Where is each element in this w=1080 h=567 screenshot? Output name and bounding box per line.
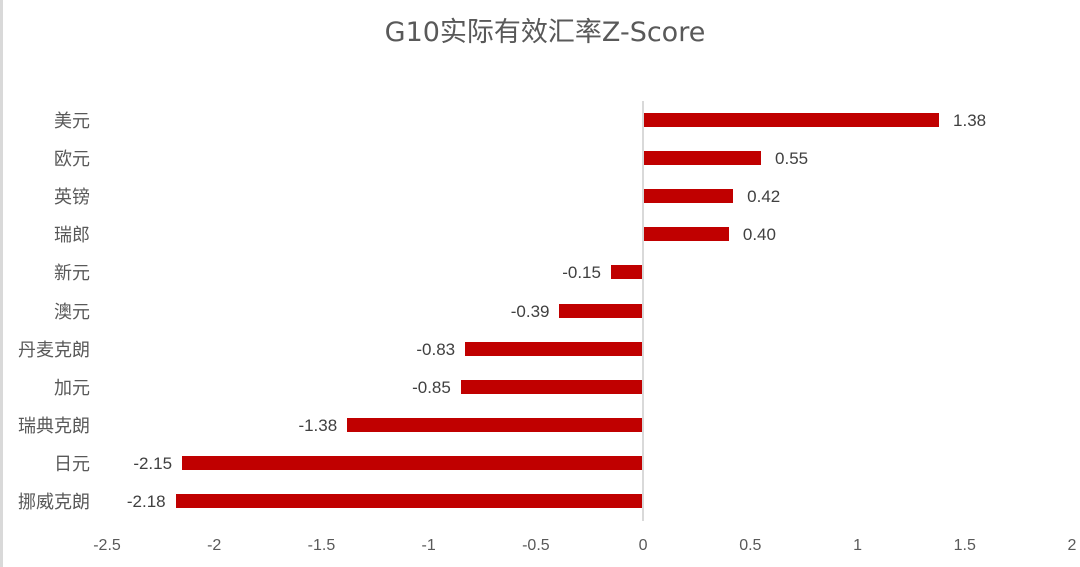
- bar: [610, 265, 643, 280]
- data-label: -2.18: [126, 492, 166, 511]
- x-tick-label: 1.5: [953, 537, 976, 554]
- bar: [460, 379, 643, 394]
- data-label: 1.38: [953, 111, 987, 130]
- category-label: 澳元: [54, 301, 90, 323]
- chart-title: G10实际有效汇率Z-Score: [384, 17, 706, 48]
- bar: [465, 341, 643, 356]
- bar: [644, 189, 734, 204]
- x-tick-label: 2: [1067, 537, 1077, 554]
- category-label: 新元: [54, 263, 90, 285]
- data-label: -0.39: [510, 301, 550, 321]
- data-label: -2.15: [133, 453, 173, 473]
- category-label: 美元: [54, 111, 90, 132]
- category-label: 挪威克朗: [18, 492, 90, 513]
- x-tick-label: -2: [207, 537, 222, 554]
- x-tick-label: 0.5: [739, 537, 762, 554]
- data-label: -0.83: [416, 339, 456, 359]
- bar: [347, 417, 643, 432]
- x-tick-label: 0: [638, 537, 648, 554]
- category-axis: 美元欧元英镑瑞郎新元澳元丹麦克朗加元瑞典克朗日元挪威克朗: [0, 0, 90, 567]
- zero-axis-line: [642, 101, 645, 521]
- x-tick-label: -1: [421, 537, 436, 554]
- data-label: -0.15: [562, 263, 601, 283]
- category-label: 日元: [54, 453, 90, 475]
- data-label: -1.38: [298, 415, 338, 435]
- data-label: 0.55: [775, 149, 809, 169]
- category-label: 瑞典克朗: [18, 415, 90, 437]
- bar: [175, 494, 643, 508]
- category-label: 加元: [54, 377, 90, 399]
- bar: [559, 303, 643, 318]
- category-label: 英镑: [54, 187, 90, 209]
- bar: [182, 455, 643, 470]
- x-tick-label: -2.5: [93, 537, 121, 554]
- bar: [644, 113, 940, 127]
- x-tick-label: -1.5: [307, 537, 336, 554]
- category-label: 欧元: [54, 149, 90, 171]
- left-border: [0, 0, 3, 567]
- category-label: 丹麦克朗: [18, 339, 90, 361]
- data-label: -0.85: [412, 377, 451, 397]
- bar: [644, 151, 762, 166]
- bar: [644, 227, 729, 242]
- x-tick-label: -0.5: [522, 537, 550, 554]
- data-label: 0.42: [747, 187, 781, 207]
- data-label: 0.40: [742, 225, 776, 245]
- x-tick-label: 1: [853, 537, 862, 554]
- category-label: 瑞郎: [54, 225, 90, 247]
